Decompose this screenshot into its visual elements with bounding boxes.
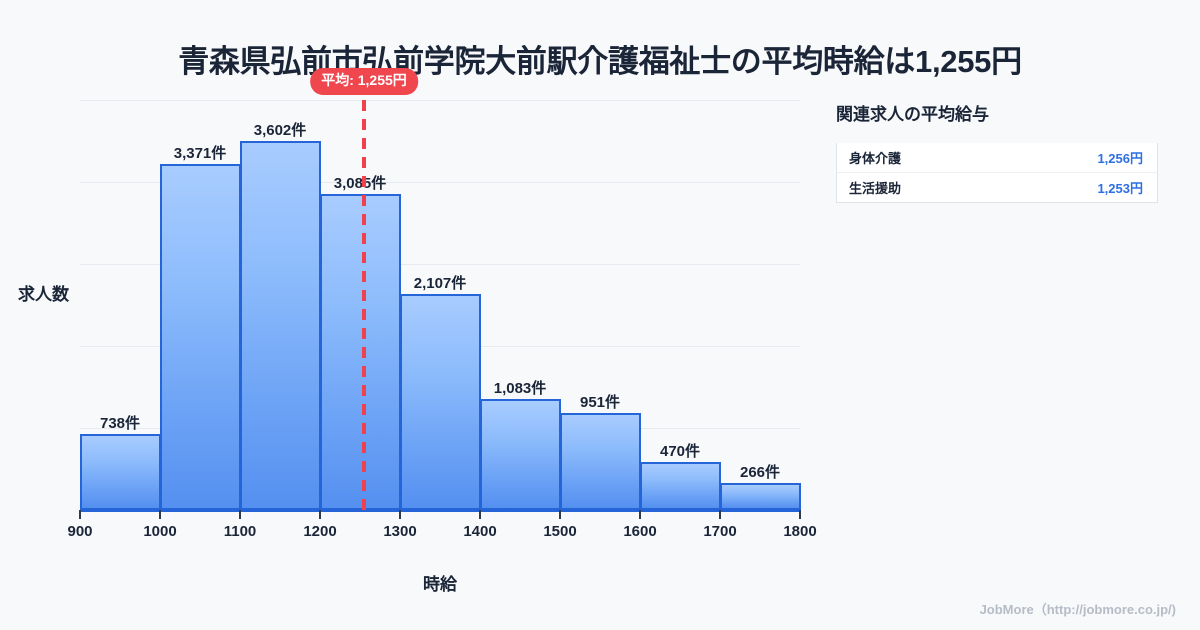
related-salary-label: 身体介護	[849, 151, 902, 166]
histogram-bar[interactable]	[720, 482, 801, 510]
histogram-chart: 求人数 738件 3,371件 3,602件 3,085件 2,107件 1,083件 95…	[18, 68, 817, 594]
x-axis-tick	[399, 510, 401, 519]
bar-value-label: 3,602件	[253, 121, 307, 139]
related-salary-panel: 関連求人の平均給与 身体介護 1,256円生活援助 1,253円	[836, 100, 1166, 203]
gridline	[80, 182, 800, 183]
x-axis-tick-label: 1400	[463, 523, 497, 540]
related-salary-table: 身体介護 1,256円生活援助 1,253円	[836, 143, 1158, 203]
bar-value-label: 266件	[739, 463, 781, 481]
x-axis-tick	[719, 510, 721, 519]
x-axis-tick-label: 1500	[543, 523, 577, 540]
bar-value-label: 470件	[659, 442, 701, 460]
histogram-bar[interactable]	[320, 193, 401, 510]
x-axis-tick	[79, 510, 81, 519]
histogram-bar[interactable]	[640, 461, 721, 510]
x-axis-tick-label: 1700	[703, 523, 737, 540]
average-dashed-line	[362, 100, 366, 510]
x-axis-tick-label: 1100	[223, 523, 257, 540]
x-axis-tick	[639, 510, 641, 519]
x-axis-tick-label: 1300	[383, 523, 417, 540]
bar-value-label: 3,085件	[333, 174, 387, 192]
histogram-bar[interactable]	[560, 412, 641, 510]
x-axis-tick	[479, 510, 481, 519]
x-axis-tick-label: 1800	[783, 523, 817, 540]
average-badge: 平均: 1,255円	[310, 68, 418, 95]
bar-value-label: 951件	[579, 393, 621, 411]
x-axis-title: 時給	[423, 575, 457, 594]
bar-value-label: 738件	[99, 415, 141, 433]
y-axis-title: 求人数	[18, 285, 69, 304]
x-axis-tick-label: 900	[67, 523, 93, 540]
x-axis-tick	[239, 510, 241, 519]
histogram-bar[interactable]	[240, 140, 321, 510]
gridline	[80, 100, 800, 101]
histogram-bar[interactable]	[400, 294, 481, 510]
gridline	[80, 264, 800, 265]
x-axis-tick-label: 1200	[303, 523, 337, 540]
bar-value-label: 2,107件	[413, 275, 467, 293]
x-axis-tick	[319, 510, 321, 519]
x-axis-tick	[799, 510, 801, 519]
x-axis-tick-label: 1000	[143, 523, 177, 540]
bar-value-label: 3,371件	[173, 145, 227, 163]
x-axis-tick-label: 1600	[623, 523, 657, 540]
related-salary-row: 生活援助 1,253円	[837, 173, 1157, 203]
plot-area: 738件 3,371件 3,602件 3,085件 2,107件 1,083件 951件 47…	[80, 68, 801, 510]
related-salary-value: 1,253円	[1097, 181, 1143, 196]
x-axis-tick	[559, 510, 561, 519]
related-salary-value: 1,256円	[1097, 151, 1143, 166]
histogram-bar[interactable]	[480, 399, 561, 510]
related-salary-label: 生活援助	[849, 181, 902, 196]
bar-value-label: 1,083件	[493, 379, 547, 397]
related-salary-heading: 関連求人の平均給与	[836, 105, 989, 124]
histogram-bar[interactable]	[80, 434, 161, 510]
footer-credit: JobMore（http://jobmore.co.jp/)	[979, 602, 1176, 617]
related-salary-row: 身体介護 1,256円	[837, 143, 1157, 173]
x-axis-line	[80, 510, 801, 512]
x-axis-tick	[159, 510, 161, 519]
histogram-bar[interactable]	[160, 164, 241, 510]
